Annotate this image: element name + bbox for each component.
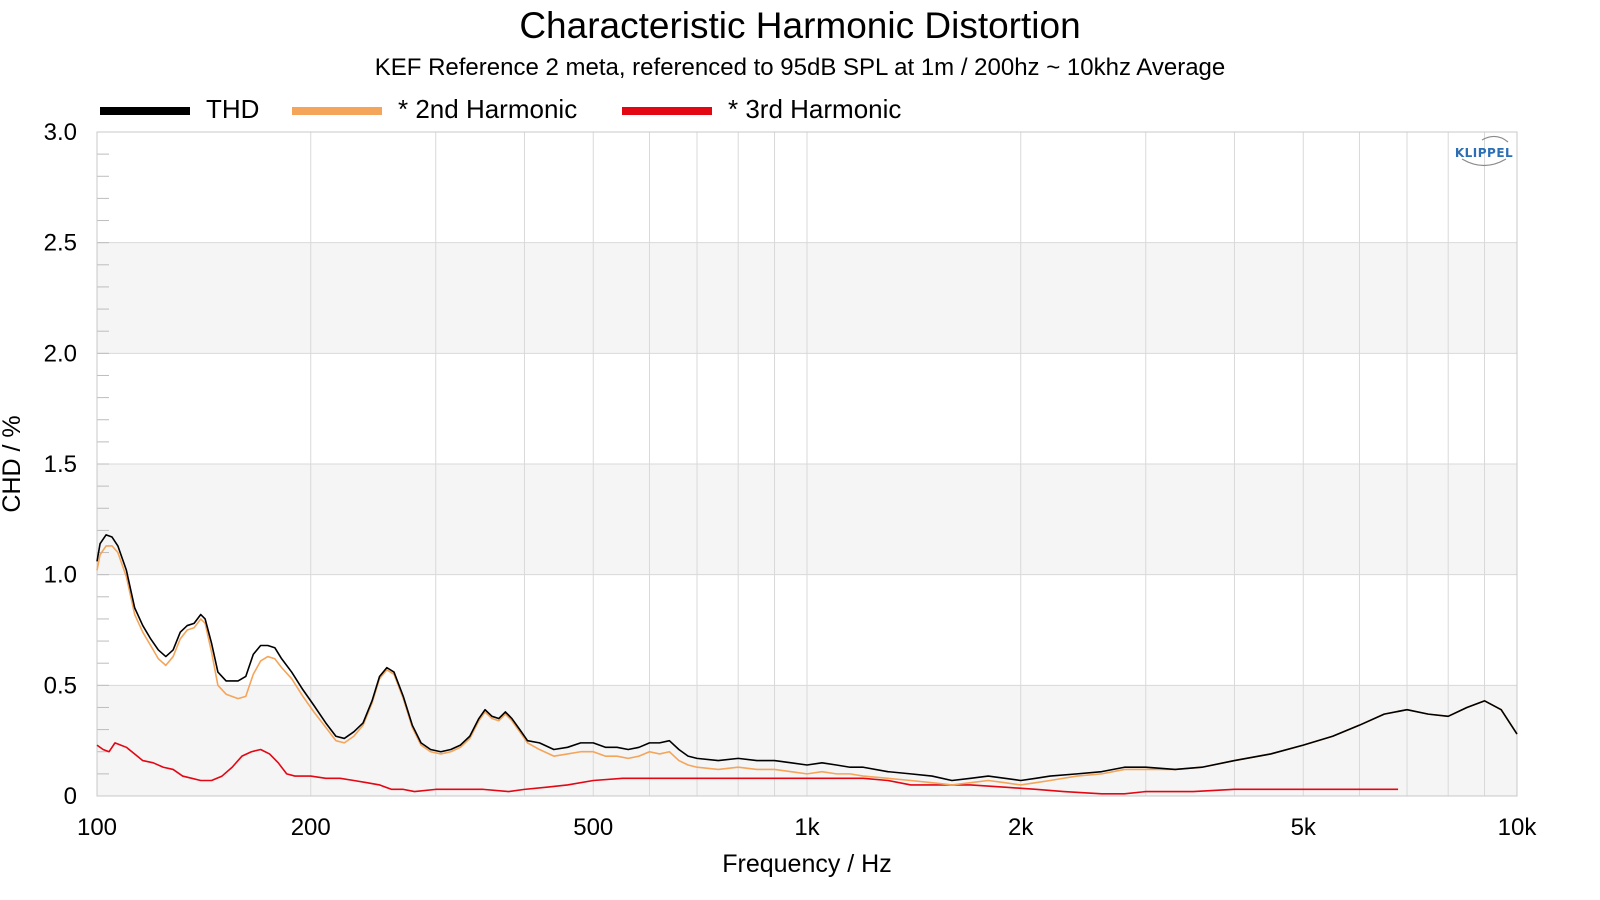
x-tick-label: 100 (77, 814, 117, 841)
grid (97, 132, 1517, 796)
y-tick-label: 1.0 (44, 562, 77, 589)
legend-swatch-thd (100, 107, 190, 115)
y-tick-label: 0.5 (44, 672, 77, 699)
y-minor-ticks (97, 131, 109, 797)
x-tick-label: 10k (1498, 814, 1538, 841)
legend-label-3rd-harmonic: * 3rd Harmonic (728, 94, 902, 124)
y-tick-labels: 0 0.5 1.0 1.5 2.0 2.5 3.0 (44, 119, 77, 810)
chart-subtitle: KEF Reference 2 meta, referenced to 95dB… (374, 54, 1226, 81)
chart-title: Characteristic Harmonic Distortion (519, 5, 1081, 46)
x-tick-label: 1k (794, 814, 820, 841)
series-line-thd (96, 534, 1518, 782)
klippel-logo-text: KLIPPEL (1455, 146, 1513, 160)
legend-swatch-2nd-harmonic (292, 107, 382, 115)
x-tick-label: 200 (291, 814, 331, 841)
x-axis-title: Frequency / Hz (722, 850, 892, 878)
legend-label-2nd-harmonic: * 2nd Harmonic (398, 94, 578, 124)
legend-swatch-3rd-harmonic (622, 107, 712, 115)
legend-label-thd: THD (206, 94, 260, 124)
plot-frame (96, 131, 1518, 797)
series-line-2nd-harmonic (96, 545, 1518, 786)
y-tick-label: 3.0 (44, 119, 77, 146)
x-tick-label: 5k (1291, 814, 1317, 841)
x-tick-label: 2k (1008, 814, 1034, 841)
series-layer (96, 534, 1518, 795)
x-tick-labels: 100 200 500 1k 2k 5k 10k (77, 814, 1537, 841)
klippel-logo-arc (1461, 135, 1509, 167)
x-tick-label: 500 (573, 814, 613, 841)
y-tick-label: 2.0 (44, 340, 77, 367)
y-axis-title: CHD / % (0, 415, 26, 512)
series-line-3rd-harmonic (96, 742, 1399, 795)
y-tick-label: 2.5 (44, 230, 77, 257)
klippel-logo: KLIPPEL (1455, 135, 1513, 167)
y-tick-label: 0 (64, 783, 77, 810)
y-tick-label: 1.5 (44, 451, 77, 478)
